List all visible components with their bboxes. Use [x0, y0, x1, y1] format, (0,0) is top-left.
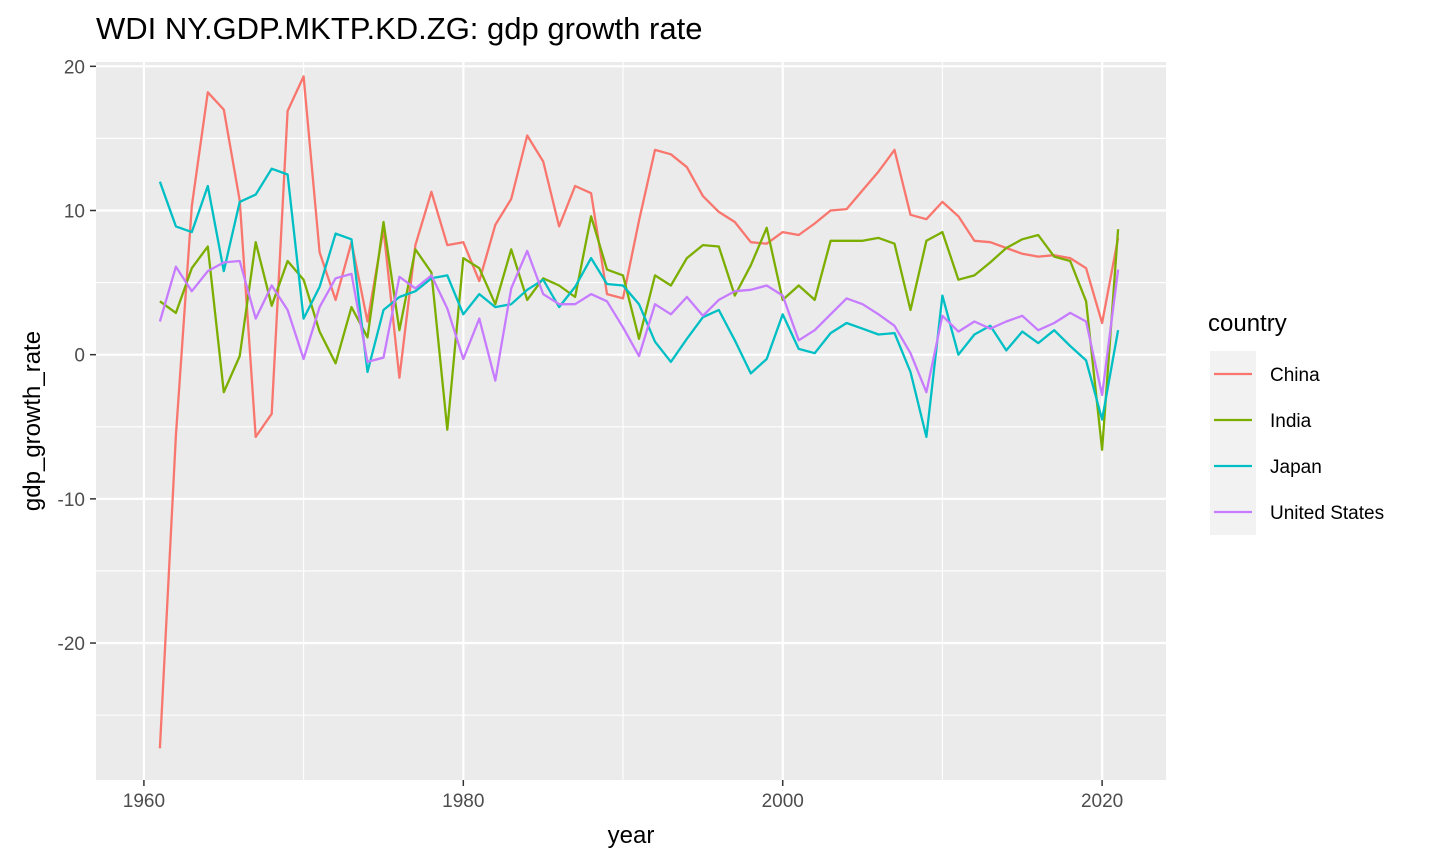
y-tick-label: 0: [74, 346, 85, 367]
legend-label: India: [1270, 411, 1312, 432]
legend-label: Japan: [1270, 457, 1322, 478]
series-line: [158, 167, 1120, 439]
y-tick-label: -20: [58, 634, 85, 655]
legend-title: country: [1208, 310, 1287, 337]
legend-label: China: [1270, 365, 1320, 386]
series-line: [159, 215, 1120, 451]
x-tick-label: 2020: [1081, 791, 1123, 812]
legend: country China India Japan United States: [1208, 310, 1384, 535]
y-tick-label: 10: [64, 202, 85, 223]
series-lines: [158, 75, 1120, 749]
series-line: [158, 249, 1120, 397]
series-line: [158, 75, 1120, 749]
y-axis: -20 -10 0 10 20: [58, 57, 96, 655]
x-tick-label: 2000: [762, 791, 804, 812]
y-axis-title: gdp_growth_rate: [19, 331, 46, 511]
y-tick-label: 20: [64, 57, 85, 78]
minor-gridlines: [96, 62, 1166, 780]
plot-panel: [96, 62, 1166, 780]
x-axis-title: year: [608, 822, 655, 849]
x-tick-label: 1980: [442, 791, 484, 812]
chart-title: WDI NY.GDP.MKTP.KD.ZG: gdp growth rate: [96, 11, 702, 46]
legend-label: United States: [1270, 503, 1384, 524]
x-axis: 1960 1980 2000 2020: [123, 780, 1123, 812]
major-gridlines: [96, 62, 1166, 780]
x-tick-label: 1960: [123, 791, 165, 812]
y-tick-label: -10: [58, 490, 85, 511]
